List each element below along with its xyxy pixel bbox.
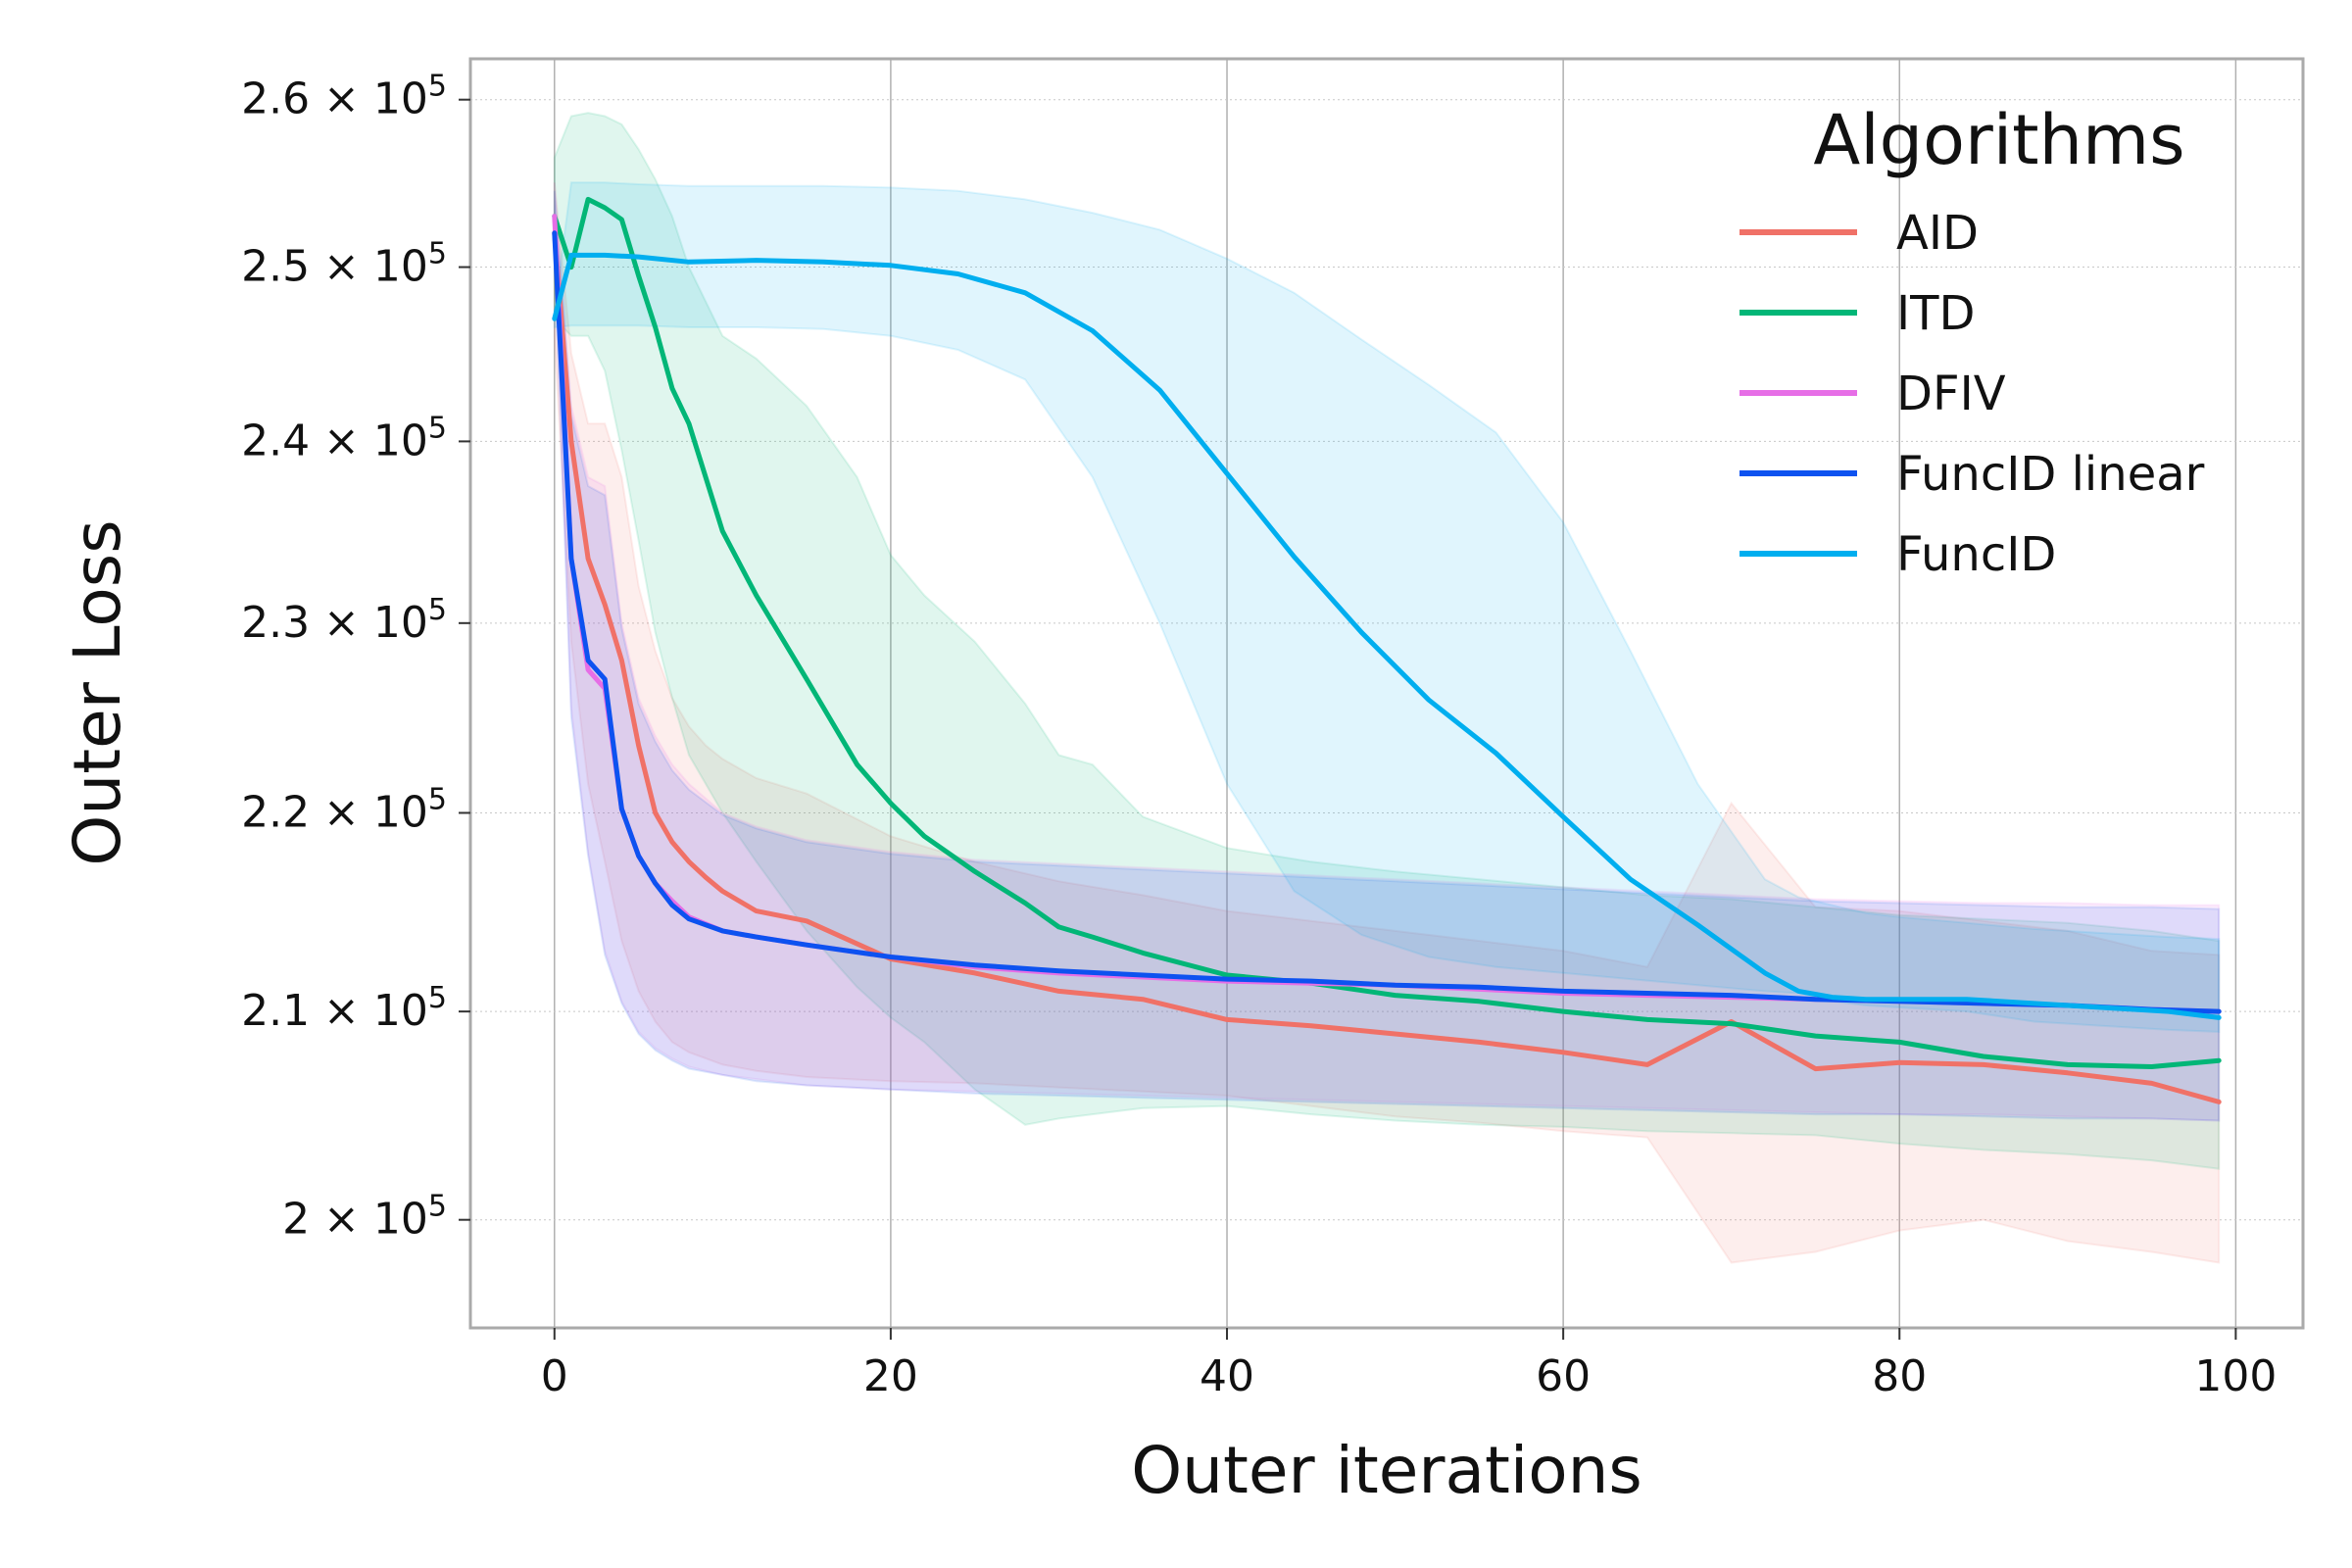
y-tick-label: 2.5 × 105 xyxy=(241,237,447,292)
legend-title: Algorithms xyxy=(1813,100,2184,180)
legend-items: AID ITD DFIV FuncID linear FuncID xyxy=(1740,206,2205,582)
line-itd xyxy=(552,196,2222,1069)
line-aid xyxy=(552,230,2222,1104)
band-funcid xyxy=(553,181,2221,1033)
legend-label: AID xyxy=(1896,206,1979,261)
plot-frame xyxy=(468,57,2305,1330)
x-tick-label: 20 xyxy=(863,1351,918,1401)
y-tick-label: 2.4 × 105 xyxy=(241,411,447,466)
y-tick-label: 2.2 × 105 xyxy=(241,782,447,837)
series-lines xyxy=(552,196,2222,1104)
axis-ticks: 0 20 40 60 80 100 2 × 105 2.1 × 105 2.2 × 105 2.3… xyxy=(241,70,2277,1401)
x-tick-label: 40 xyxy=(1200,1351,1254,1401)
x-tick-label: 60 xyxy=(1536,1351,1591,1401)
y-tick-label: 2.1 × 105 xyxy=(241,981,447,1036)
legend: Algorithms AID ITD DFIV FuncID linear FuncID xyxy=(1740,100,2205,582)
y-axis-label: Outer Loss xyxy=(60,519,135,865)
legend-label: DFIV xyxy=(1896,367,2006,421)
legend-label: FuncID linear xyxy=(1896,447,2205,502)
line-funcid xyxy=(552,252,2222,1020)
grid-lines xyxy=(470,59,2303,1328)
x-tick-label: 0 xyxy=(541,1351,568,1401)
x-axis-label: Outer iterations xyxy=(1131,1433,1642,1508)
y-tick-label: 2.3 × 105 xyxy=(241,593,447,648)
band-itd xyxy=(553,112,2221,1170)
y-tick-label: 2.6 × 105 xyxy=(241,70,447,124)
band-funcid-linear xyxy=(553,190,2221,1122)
legend-label: ITD xyxy=(1896,286,1975,341)
y-tick-label: 2 × 105 xyxy=(282,1190,447,1245)
x-tick-label: 80 xyxy=(1872,1351,1927,1401)
x-tick-label: 100 xyxy=(2194,1351,2277,1401)
legend-label: FuncID xyxy=(1896,527,2056,582)
band-dfiv xyxy=(553,182,2221,1122)
